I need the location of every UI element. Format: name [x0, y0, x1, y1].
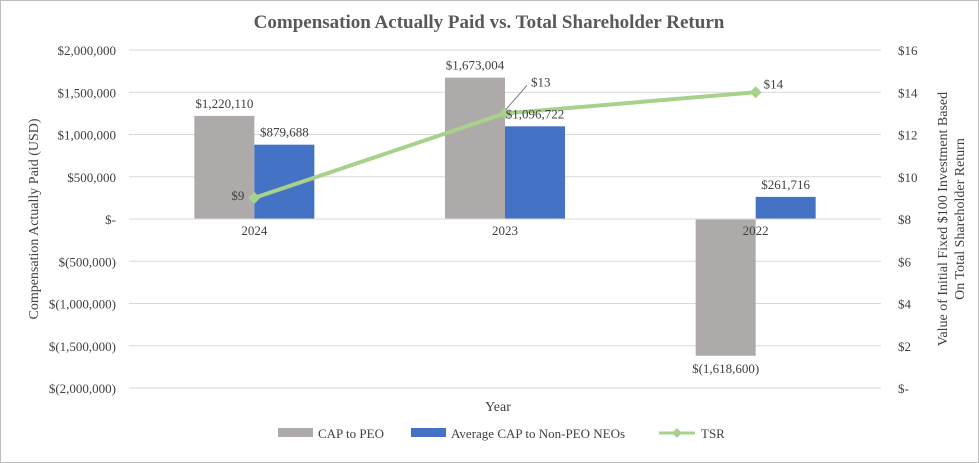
axes: $2,000,000 $1,500,000 $1,000,000 $500,000 $-… — [49, 43, 918, 396]
y-tick-label: $(1,500,000) — [49, 339, 116, 354]
data-label-tsr: $14 — [764, 76, 784, 91]
bar-series — [194, 77, 816, 356]
bar-cap-non-peo — [505, 126, 565, 219]
y2-tick-label: $6 — [898, 254, 912, 269]
x-tick-label: 2024 — [241, 223, 268, 238]
y-tick-label: $1,500,000 — [58, 85, 117, 100]
y-tick-label: $(1,000,000) — [49, 297, 116, 312]
y2-axis-title: Value of Initial Fixed $100 Investment B… — [936, 92, 968, 346]
bar-cap-non-peo — [755, 196, 816, 219]
y2-tick-label: $8 — [898, 212, 911, 227]
bar-cap-peo — [194, 115, 255, 219]
legend: CAP to PEO Average CAP to Non-PEO NEOs TSR — [278, 426, 725, 441]
y2-tick-label: $14 — [898, 85, 918, 100]
tsr-line-series — [248, 86, 762, 204]
tsr-point — [248, 191, 261, 204]
legend-swatch — [278, 428, 313, 437]
x-tick-label: 2022 — [743, 223, 769, 238]
legend-swatch-marker — [672, 428, 682, 438]
y-tick-label: $1,000,000 — [58, 128, 117, 143]
data-labels: $1,220,110 $1,673,004 $(1,618,600) $879,688… — [195, 58, 810, 376]
y-tick-label: $- — [105, 212, 116, 227]
data-label-tsr: $13 — [531, 74, 551, 89]
tsr-point — [499, 107, 511, 120]
chart-title: Compensation Actually Paid vs. Total Sha… — [254, 12, 725, 33]
bar-cap-peo — [695, 219, 756, 356]
data-label-cap-peo: $1,220,110 — [195, 96, 253, 111]
y-axis-title: Compensation Actually Paid (USD) — [27, 118, 42, 319]
x-tick-label: 2023 — [492, 223, 518, 238]
y2-axis-title-line2: On Total Shareholder Return — [953, 138, 968, 300]
tsr-point — [749, 86, 762, 99]
y-tick-label: $2,000,000 — [58, 43, 117, 58]
legend-swatch — [411, 428, 446, 437]
y2-tick-label: $10 — [898, 170, 918, 185]
data-label-cap-non-peo: $261,716 — [761, 177, 810, 192]
legend-item-cap-non-peo: Average CAP to Non-PEO NEOs — [411, 426, 625, 441]
y2-tick-label: $2 — [898, 339, 911, 354]
legend-label: CAP to PEO — [318, 426, 384, 441]
legend-label: TSR — [701, 426, 725, 441]
y2-tick-label: $16 — [898, 43, 918, 58]
data-label-cap-non-peo: $879,688 — [260, 125, 309, 140]
data-label-cap-peo: $1,673,004 — [446, 58, 505, 73]
y2-tick-label: $4 — [898, 297, 912, 312]
y2-tick-label: $- — [898, 381, 909, 396]
legend-label: Average CAP to Non-PEO NEOs — [451, 426, 625, 441]
legend-item-cap-peo: CAP to PEO — [278, 426, 384, 441]
tsr-leader-line — [505, 85, 528, 110]
y2-axis-title-line1: Value of Initial Fixed $100 Investment B… — [936, 92, 951, 346]
x-axis-title: Year — [485, 400, 511, 415]
bar-cap-peo — [445, 77, 505, 219]
legend-item-tsr: TSR — [659, 426, 725, 441]
data-label-cap-non-peo: $1,096,722 — [506, 106, 565, 121]
y2-tick-label: $12 — [898, 128, 918, 143]
y-tick-label: $(500,000) — [59, 254, 116, 269]
data-label-tsr: $9 — [231, 188, 244, 203]
data-label-cap-peo: $(1,618,600) — [692, 361, 759, 376]
y-tick-label: $500,000 — [67, 170, 116, 185]
y-tick-label: $(2,000,000) — [49, 381, 116, 396]
